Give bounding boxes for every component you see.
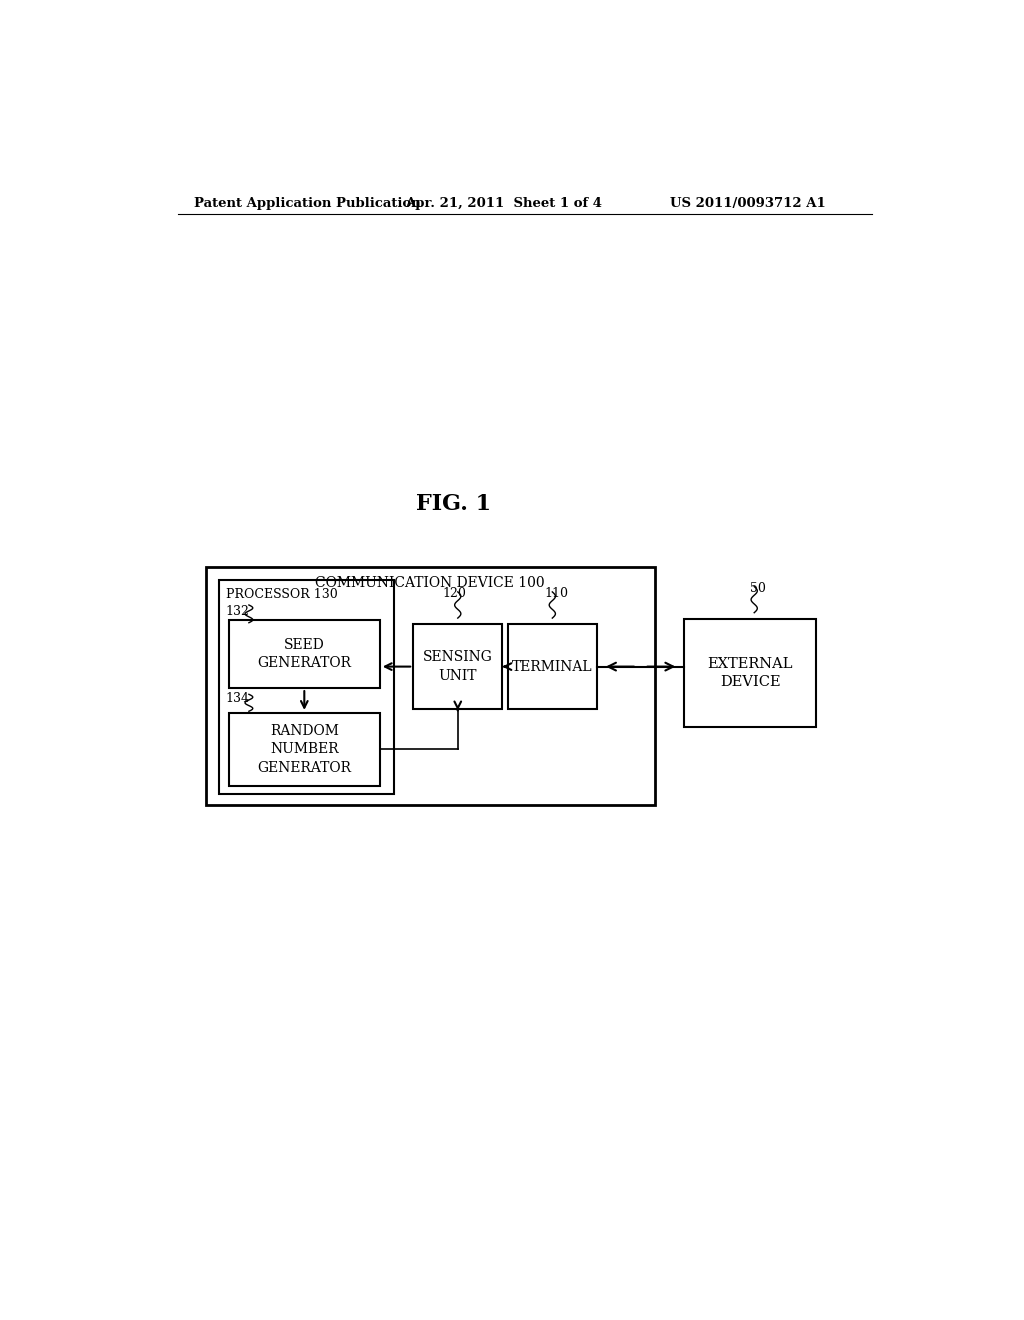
Bar	[228, 713, 380, 785]
Text: 120: 120	[442, 587, 466, 601]
Text: RANDOM
NUMBER
GENERATOR: RANDOM NUMBER GENERATOR	[257, 723, 351, 775]
Text: SENSING
UNIT: SENSING UNIT	[423, 651, 493, 682]
Bar	[684, 619, 816, 726]
Text: 132: 132	[225, 605, 250, 618]
Text: 50: 50	[751, 582, 766, 595]
Bar	[508, 624, 597, 709]
Bar	[228, 620, 380, 688]
Text: Patent Application Publication: Patent Application Publication	[194, 197, 421, 210]
Bar	[219, 581, 394, 795]
Text: TERMINAL: TERMINAL	[512, 660, 593, 673]
Text: 110: 110	[544, 587, 568, 601]
Text: 134: 134	[225, 692, 250, 705]
Bar	[414, 624, 503, 709]
Text: US 2011/0093712 A1: US 2011/0093712 A1	[671, 197, 826, 210]
Text: PROCESSOR 130: PROCESSOR 130	[225, 589, 337, 601]
Text: Apr. 21, 2011  Sheet 1 of 4: Apr. 21, 2011 Sheet 1 of 4	[406, 197, 602, 210]
Text: SEED
GENERATOR: SEED GENERATOR	[257, 638, 351, 671]
Text: FIG. 1: FIG. 1	[416, 494, 492, 515]
Bar	[206, 566, 655, 805]
Text: EXTERNAL
DEVICE: EXTERNAL DEVICE	[708, 656, 793, 689]
Text: COMMUNICATION DEVICE 100: COMMUNICATION DEVICE 100	[315, 576, 545, 590]
